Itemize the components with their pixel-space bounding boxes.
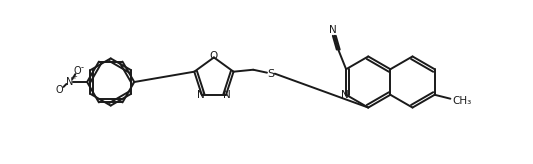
Text: CH₃: CH₃ [453,96,472,106]
Text: N: N [341,90,349,100]
Text: N: N [66,77,73,87]
Text: N: N [197,90,205,100]
Text: O: O [210,51,218,62]
Text: -: - [80,63,84,72]
Text: N: N [223,90,231,100]
Text: O: O [74,66,81,76]
Text: N: N [329,25,337,35]
Text: +: + [71,74,77,80]
Text: S: S [268,69,274,79]
Text: O: O [56,85,63,95]
